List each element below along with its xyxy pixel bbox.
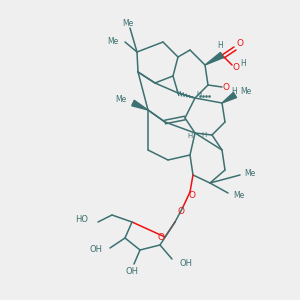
Text: O: O — [158, 232, 164, 242]
Text: OH: OH — [180, 259, 193, 268]
Text: O: O — [236, 40, 244, 49]
Text: Me: Me — [240, 86, 251, 95]
Text: OH: OH — [90, 245, 103, 254]
Text: Me: Me — [116, 95, 127, 104]
Text: Me: Me — [233, 191, 244, 200]
Text: OH: OH — [125, 268, 139, 277]
Text: H: H — [196, 91, 202, 97]
Text: H: H — [217, 40, 223, 50]
Polygon shape — [132, 100, 148, 110]
Text: O: O — [232, 62, 239, 71]
Text: HO: HO — [75, 215, 88, 224]
Text: H: H — [188, 133, 193, 139]
Text: O: O — [223, 82, 230, 91]
Text: H: H — [231, 86, 237, 95]
Polygon shape — [222, 92, 237, 103]
Text: O: O — [188, 191, 196, 200]
Polygon shape — [205, 52, 224, 65]
Text: H: H — [240, 58, 246, 68]
Text: H: H — [201, 132, 206, 138]
Text: Me: Me — [107, 38, 118, 46]
Text: Me: Me — [244, 169, 255, 178]
Text: Me: Me — [122, 19, 134, 28]
Text: O: O — [178, 206, 184, 215]
